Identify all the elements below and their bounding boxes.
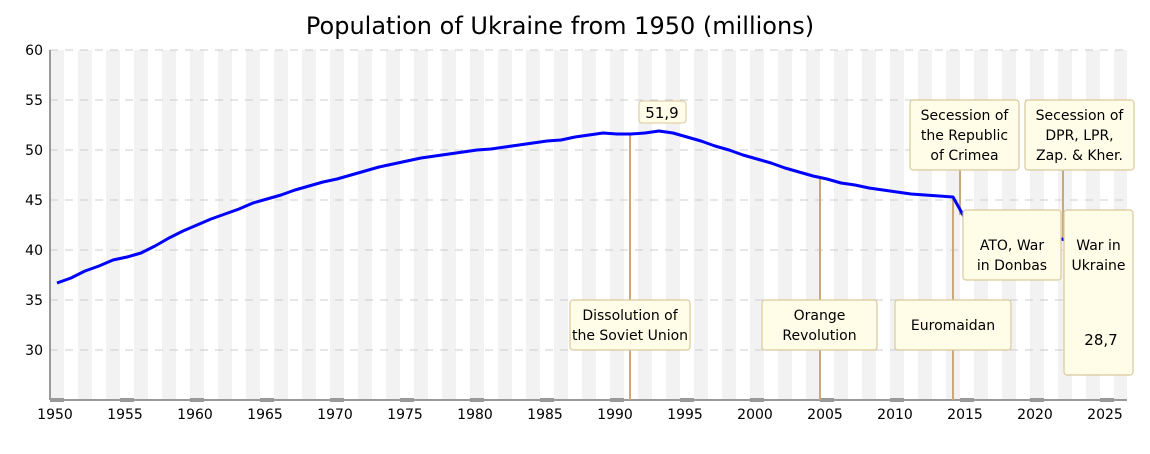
y-tick-label: 45: [25, 193, 43, 209]
year-stripe: [722, 50, 736, 400]
x-tick-label: 1960: [177, 407, 213, 423]
x-tick-label: 2000: [737, 407, 773, 423]
x-tick-label: 1950: [37, 407, 73, 423]
year-stripe: [526, 50, 540, 400]
y-tick-label: 60: [25, 43, 43, 59]
x-tick-label: 1965: [247, 407, 283, 423]
annotation-label: the Soviet Union: [572, 328, 688, 344]
year-stripe: [694, 50, 708, 400]
year-stripe: [246, 50, 260, 400]
x-tick-label: 2025: [1087, 407, 1123, 423]
chart-title: Population of Ukraine from 1950 (million…: [306, 12, 814, 40]
y-tick-labels: 30 35 40 45 50 55 60: [25, 43, 43, 359]
annotation-label: ATO, War: [980, 238, 1044, 254]
x-tick-mark: [1100, 398, 1114, 402]
annotation-label: of Crimea: [930, 148, 998, 164]
x-tick-labels: 1950 1955 1960 1965 1970 1975 1980 1985 1990 1995…: [37, 407, 1123, 423]
year-stripe: [554, 50, 568, 400]
axes: [49, 50, 1127, 402]
x-tick-label: 1990: [597, 407, 633, 423]
x-tick-label: 1980: [457, 407, 493, 423]
annotation-box: [909, 99, 1020, 171]
y-tick-label: 30: [25, 343, 43, 359]
annotation-label: Secession of: [1036, 108, 1125, 124]
y-tick-label: 40: [25, 243, 43, 259]
annotation-box: [1024, 99, 1135, 171]
x-tick-label: 2010: [877, 407, 913, 423]
annotation-boxes: Dissolution of the Soviet Union Orange Revo…: [569, 99, 1135, 376]
year-stripe: [50, 50, 64, 400]
x-tick-mark: [190, 398, 204, 402]
data-label: 51,9: [645, 104, 678, 122]
annotation-label: Dissolution of: [582, 308, 678, 324]
x-tick-mark: [820, 398, 834, 402]
year-stripe: [442, 50, 456, 400]
x-tick-label: 1975: [387, 407, 423, 423]
x-tick-mark: [50, 398, 64, 402]
annotation-label: Revolution: [782, 328, 856, 344]
x-tick-mark: [260, 398, 274, 402]
year-stripe: [386, 50, 400, 400]
series-layer: [56, 129, 1108, 365]
year-stripe: [414, 50, 428, 400]
year-stripe: [750, 50, 764, 400]
annotation-label: DPR, LPR,: [1045, 128, 1113, 144]
year-stripe: [302, 50, 316, 400]
x-tick-mark: [470, 398, 484, 402]
x-tick-mark: [960, 398, 974, 402]
annotation-label: Orange: [794, 308, 846, 324]
x-tick-mark: [610, 398, 624, 402]
x-tick-mark: [1030, 398, 1044, 402]
annotation-label: the Republic: [921, 128, 1008, 144]
year-stripe: [498, 50, 512, 400]
annotation-label: Zap. & Kher.: [1036, 148, 1123, 164]
y-tick-label: 35: [25, 293, 43, 309]
year-stripe: [106, 50, 120, 400]
x-tick-mark: [540, 398, 554, 402]
x-tick-label: 1970: [317, 407, 353, 423]
x-tick-label: 1995: [667, 407, 703, 423]
year-stripe: [470, 50, 484, 400]
x-tick-label: 2005: [807, 407, 843, 423]
x-tick-label: 2015: [947, 407, 983, 423]
annotation-lines: [629, 135, 1064, 400]
annotation-label: Ukraine: [1071, 258, 1125, 274]
x-tick-mark: [120, 398, 134, 402]
x-tick-mark: [330, 398, 344, 402]
x-tick-mark: [750, 398, 764, 402]
annotation-label: Euromaidan: [911, 318, 995, 334]
year-stripe: [274, 50, 288, 400]
y-tick-label: 55: [25, 93, 43, 109]
year-stripe: [78, 50, 92, 400]
y-tick-label: 50: [25, 143, 43, 159]
annotation-label: in Donbas: [977, 258, 1047, 274]
year-stripe: [218, 50, 232, 400]
annotation-box: [962, 209, 1062, 281]
x-tick-label: 1955: [107, 407, 143, 423]
x-tick-label: 1985: [527, 407, 563, 423]
data-label: 28,7: [1084, 331, 1117, 349]
x-tick-mark: [890, 398, 904, 402]
annotation-box: [761, 299, 878, 351]
annotation-box: [1063, 209, 1134, 376]
annotation-label: War in: [1076, 238, 1121, 254]
x-tick-mark: [680, 398, 694, 402]
data-labels: 51,9 28,7: [638, 100, 1118, 349]
data-label-box: [638, 100, 687, 124]
year-stripe: [358, 50, 372, 400]
population-series-line: [56, 129, 1108, 365]
annotation-label: Secession of: [921, 108, 1010, 124]
x-tick-mark: [400, 398, 414, 402]
year-stripe: [330, 50, 344, 400]
x-tick-label: 2020: [1017, 407, 1053, 423]
year-stripe: [162, 50, 176, 400]
year-stripe: [134, 50, 148, 400]
annotation-box: [894, 299, 1012, 351]
annotation-box: [569, 299, 691, 351]
